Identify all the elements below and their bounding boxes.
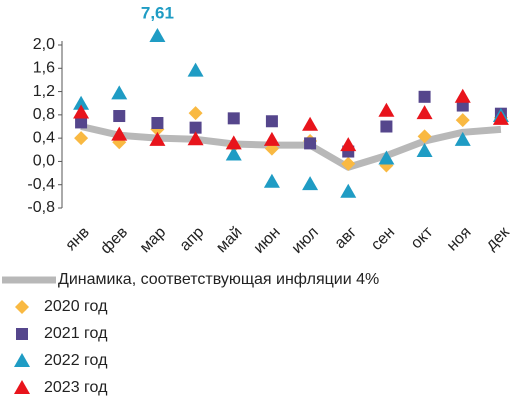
y-tick-label: 1,6 [33,60,55,77]
y-tick-label: 0,0 [33,153,55,170]
triangle-marker [378,150,395,165]
x-tick-label: окт [408,223,437,252]
x-tick-label: дек [483,223,514,254]
triangle-marker [225,146,242,161]
diamond-marker [455,113,470,128]
triangle-marker [416,105,433,120]
diamond-marker [341,156,356,171]
y-tick-label: 0,4 [33,129,55,146]
triangle-marker [149,131,166,146]
square-marker [151,117,164,130]
trend-line [80,123,502,171]
triangle-marker [225,135,242,150]
y-tick-label: 1,2 [33,83,55,100]
x-tick-label: май [213,224,245,256]
x-tick-label: сен [368,224,398,254]
triangle-marker [416,142,433,157]
x-tick-label: ноя [444,224,475,255]
x-tick-label: июн [251,224,284,257]
square-marker [16,328,28,340]
y-tick-label: 0,8 [33,106,55,123]
triangle-marker [187,131,204,146]
legend-label: 2023 год [44,379,108,396]
diamond-marker [15,300,29,314]
square-marker [189,121,202,134]
triangle-marker [340,183,357,198]
legend-label: 2020 год [44,298,108,315]
y-tick-label: 2,0 [33,36,55,53]
square-marker [113,110,126,123]
triangle-marker [73,95,90,110]
legend-label: 2022 год [44,352,108,369]
x-tick-label: апр [177,224,208,255]
triangle-marker [302,176,319,191]
triangle-marker [111,126,128,141]
legend-label: Динамика, соответствующая инфляции 4% [58,271,379,288]
triangle-marker [187,62,204,77]
triangle-marker [378,102,395,117]
triangle-marker [454,88,471,103]
square-marker [304,137,317,150]
triangle-marker [149,28,166,42]
x-tick-label: фев [97,224,131,258]
square-marker [265,115,278,128]
x-tick-label: авг [332,224,361,253]
triangle-marker [263,173,280,188]
diamond-marker [188,106,203,121]
triangle-marker [14,353,30,367]
triangle-marker [73,104,90,119]
diamond-marker [150,122,165,137]
square-marker [75,116,88,129]
square-marker [227,112,240,125]
triangle-marker [263,131,280,146]
triangle-marker [340,137,357,152]
triangle-marker [492,110,509,125]
triangle-marker [454,131,471,146]
triangle-marker [14,380,30,394]
y-tick-label: -0,8 [27,199,55,216]
y-tick-label: -0,4 [27,176,55,193]
legend-label: 2021 год [44,325,108,342]
diamond-marker [74,131,89,146]
triangle-marker [111,85,128,100]
square-marker [380,120,393,133]
diamond-marker [417,129,432,144]
x-tick-label: июл [289,224,322,257]
triangle-marker [302,116,319,131]
x-tick-label: мар [137,224,169,256]
value-label: 7,61 [141,3,174,22]
x-tick-label: янв [62,224,92,254]
square-marker [418,90,431,103]
